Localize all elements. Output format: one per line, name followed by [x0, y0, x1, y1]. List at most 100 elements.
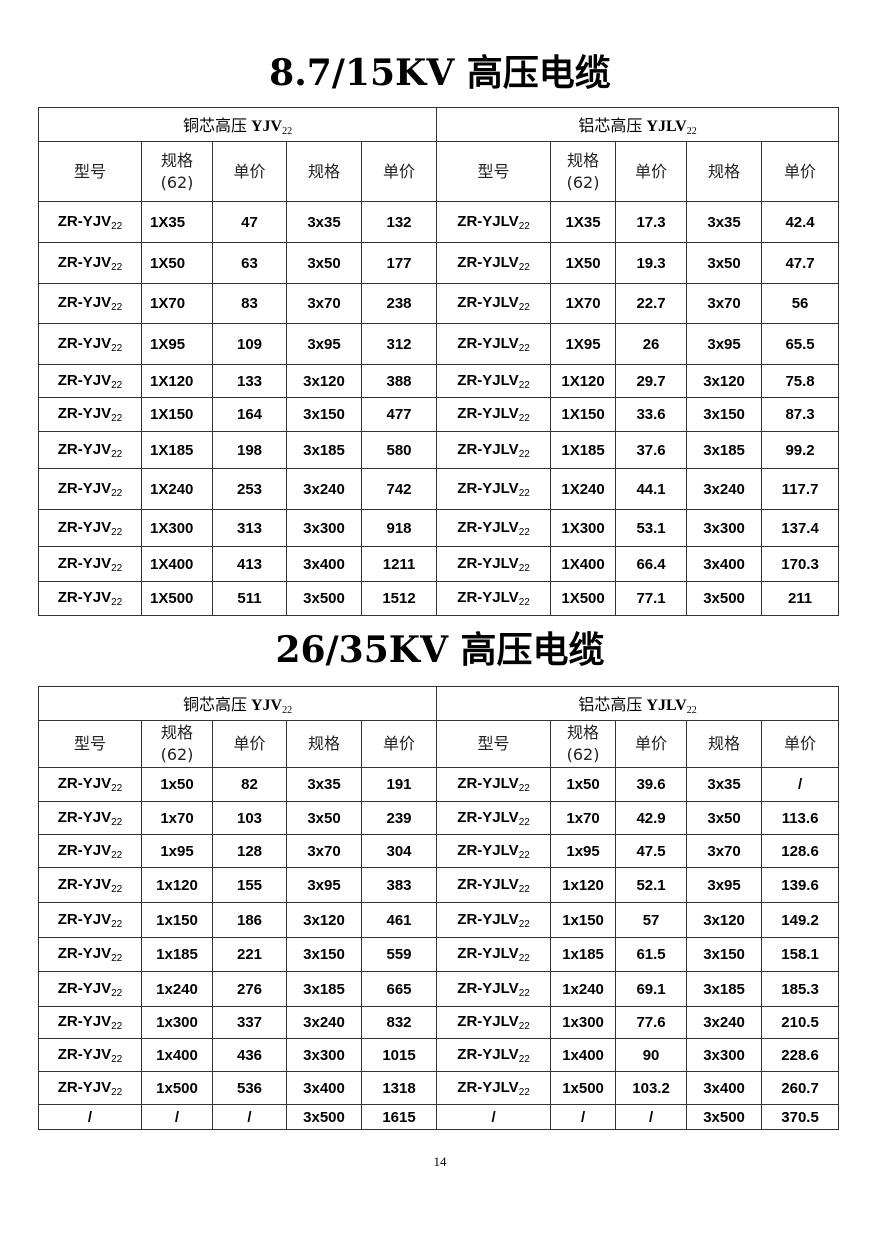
spec-cell: 3x300	[686, 509, 763, 547]
spec-cell: 3x120	[286, 902, 362, 938]
model-subscript: 22	[111, 1053, 123, 1065]
price-cell: 337	[212, 1006, 287, 1039]
model-cell: ZR-YJV22	[38, 937, 142, 972]
spec-cell: 3x95	[686, 867, 763, 903]
column-header: 规格 (62)	[141, 141, 213, 202]
model-cell: ZR-YJV22	[38, 468, 142, 510]
column-header-text: (62)	[160, 745, 194, 764]
price-cell: 832	[360, 1006, 438, 1039]
price-cell: 383	[360, 867, 438, 903]
price-cell: 17.3	[615, 201, 688, 243]
price-cell: 52.1	[615, 867, 688, 903]
model-subscript: 22	[111, 953, 123, 964]
table-row: ZR-YJV22 1X400 413 3x400 1211 ZR-YJLV22 1X400 6…	[38, 546, 840, 582]
spec-cell: 1X35	[141, 201, 213, 243]
model-cell: ZR-YJLV22	[436, 323, 552, 365]
spec-cell: 3x300	[286, 1038, 362, 1072]
price-cell: 47.7	[761, 242, 840, 284]
price-cell: 65.5	[761, 323, 840, 365]
spec-cell: 3x120	[286, 364, 362, 398]
spec-cell: 3x70	[686, 834, 763, 868]
model-subscript: 22	[111, 413, 123, 424]
column-header-text: (62)	[566, 172, 600, 192]
price-table-26-35kv: 铜芯高压 YJV22 铝芯高压 YJLV22 型号 规格 (62) 单价 规格 单价 型号 规格(…	[37, 686, 840, 1130]
spec-cell: 3x95	[286, 323, 362, 365]
aluminum-section-header: 铝芯高压 YJLV22	[436, 686, 840, 721]
spec-cell: 3x120	[686, 364, 763, 398]
price-cell: 260.7	[761, 1071, 840, 1105]
title-8-7-15kv: 8.7/15KV 高压电缆	[269, 52, 611, 94]
table-row: ZR-YJV22 1x400 436 3x300 1015 ZR-YJLV22 1x400 9…	[38, 1038, 840, 1072]
price-cell: 313	[212, 509, 287, 547]
column-header: 型号	[38, 141, 142, 202]
price-cell: 370.5	[761, 1104, 840, 1130]
spec-cell: 1x70	[550, 801, 617, 835]
price-cell: 29.7	[615, 364, 688, 398]
column-header: 规格 (62)	[550, 141, 617, 202]
column-header-text: 规格	[567, 723, 600, 742]
spec-cell: 1x185	[550, 937, 617, 972]
table-row: ZR-YJV22 1X70 83 3x70 238 ZR-YJLV22 1X70 22.7 3x…	[38, 283, 840, 324]
spec-cell: 1x50	[141, 767, 213, 802]
page-number: 14	[433, 1154, 447, 1169]
spec-cell: 3x50	[686, 801, 763, 835]
spec-cell: 3x240	[286, 468, 362, 510]
spec-cell: 3x400	[286, 546, 362, 582]
model-subscript: 22	[111, 816, 123, 828]
column-header-text: 规格	[160, 723, 193, 742]
price-cell: 44.1	[615, 468, 688, 510]
column-header-text: 型号	[73, 734, 106, 753]
spec-cell: 1x500	[141, 1071, 213, 1105]
model-cell: ZR-YJV22	[38, 242, 142, 284]
section-code: YJLV	[646, 697, 687, 714]
model-subscript: 22	[111, 448, 123, 460]
price-cell: 56	[761, 283, 840, 324]
spec-cell: 3x150	[286, 397, 362, 432]
table-row: ZR-YJV22 1x500 536 3x400 1318 ZR-YJLV22 1x500 1…	[38, 1071, 840, 1105]
table-row: ZR-YJV22 1x95 128 3x70 304 ZR-YJLV22 1x95 47.5 3…	[38, 834, 840, 868]
price-cell: 239	[360, 801, 438, 835]
table-row: ZR-YJV22 1x185 221 3x150 559 ZR-YJLV22 1x185 61…	[38, 937, 840, 972]
model-cell: ZR-YJV22	[38, 1071, 142, 1105]
column-header: 规格	[686, 720, 763, 768]
model-cell: ZR-YJLV22	[436, 397, 552, 432]
column-header: 规格	[286, 720, 362, 768]
table-row: ZR-YJV22 1X120 133 3x120 388 ZR-YJLV22 1X120 29…	[38, 364, 840, 398]
aluminum-section-header: 铝芯高压 YJLV22	[436, 107, 840, 142]
spec-cell: 1x95	[550, 834, 617, 868]
model-cell: ZR-YJLV22	[436, 364, 552, 398]
spec-cell: 3x70	[286, 834, 362, 868]
spec-cell: 1x95	[141, 834, 213, 868]
column-header-text: 单价	[784, 161, 817, 181]
title-26-35kv: 26/35KV 高压电缆	[275, 629, 605, 671]
price-cell: 128	[212, 834, 287, 868]
model-subscript: 22	[111, 526, 123, 538]
model-cell: ZR-YJV22	[38, 902, 142, 938]
price-cell: 155	[212, 867, 287, 903]
model-subscript: 22	[111, 987, 123, 999]
price-cell: 75.8	[761, 364, 840, 398]
table-row: ZR-YJV22 1X95 109 3x95 312 ZR-YJLV22 1X95 26 3x9…	[38, 323, 840, 365]
price-cell: 191	[360, 767, 438, 802]
price-cell: 388	[360, 364, 438, 398]
model-subscript: 22	[518, 883, 530, 895]
model-subscript: 22	[518, 987, 530, 999]
model-cell: ZR-YJLV22	[436, 902, 552, 938]
model-subscript: 22	[518, 526, 530, 538]
model-cell: ZR-YJLV22	[436, 546, 552, 582]
price-cell: 69.1	[615, 971, 688, 1007]
column-header-text: 规格	[708, 161, 741, 181]
model-subscript: 22	[111, 562, 123, 574]
price-cell: 238	[360, 283, 438, 324]
spec-cell: 3x70	[686, 283, 763, 324]
model-subscript: 22	[518, 261, 530, 273]
price-cell: /	[761, 767, 840, 802]
model-subscript: 22	[111, 597, 123, 608]
model-subscript: 22	[111, 849, 123, 861]
price-cell: 477	[360, 397, 438, 432]
spec-cell: 3x400	[686, 546, 763, 582]
model-subscript: 22	[111, 342, 123, 354]
model-subscript: 22	[111, 918, 123, 930]
table-row: ZR-YJV22 1x70 103 3x50 239 ZR-YJLV22 1x70 42.9 3…	[38, 801, 840, 835]
price-cell: 66.4	[615, 546, 688, 582]
